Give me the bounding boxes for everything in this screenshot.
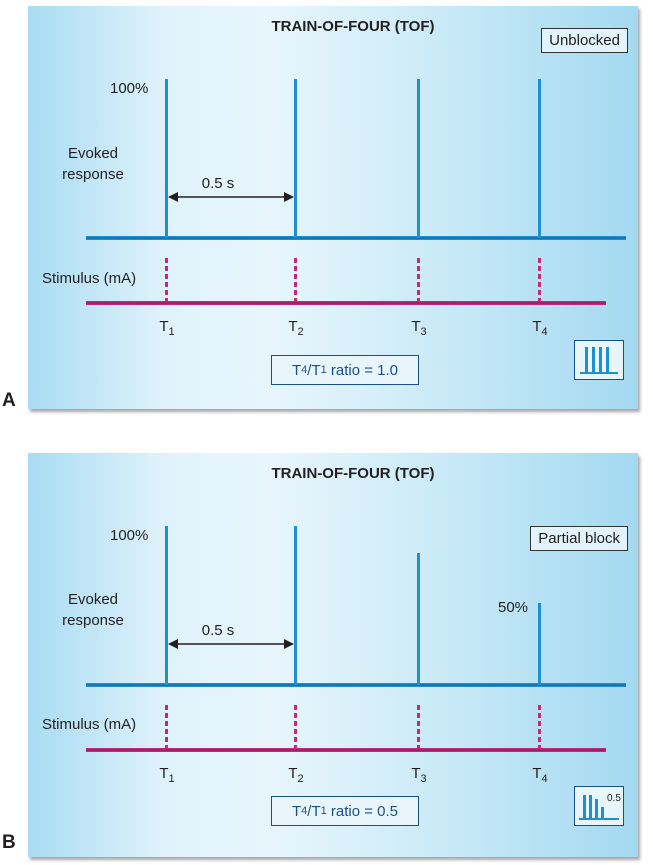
panel-b-partial-block: TRAIN-OF-FOUR (TOF) Partial block 100% E… bbox=[28, 453, 638, 857]
panel-a-tof-icon bbox=[574, 340, 624, 380]
panel-a-plot bbox=[86, 79, 626, 305]
panel-b-evoked-line1: Evoked bbox=[67, 591, 119, 608]
panel-b-tof-icon: 0.5 bbox=[574, 786, 624, 826]
panel-b-50-label: 50% bbox=[498, 599, 529, 616]
panel-b-letter: B bbox=[2, 832, 16, 853]
panel-b-ratio-box: T 4/T 1 ratio = 0.5 bbox=[271, 796, 419, 826]
panel-b-state-box: Partial block bbox=[530, 526, 628, 551]
panel-b-tick-t3: T3 bbox=[411, 765, 427, 785]
panel-b-response-t4 bbox=[538, 603, 541, 685]
panel-b-response-t2 bbox=[294, 526, 297, 685]
panel-a-tick-t2: T2 bbox=[288, 318, 304, 338]
panel-a-evoked-line1: Evoked bbox=[67, 145, 119, 162]
panel-a-response-t1 bbox=[165, 79, 168, 238]
panel-a-interval-label: 0.5 s bbox=[201, 175, 235, 192]
panel-a-tick-t1: T1 bbox=[159, 318, 175, 338]
panel-b-tof-icon-label: 0.5 bbox=[607, 793, 621, 804]
panel-b-response-t1 bbox=[165, 526, 168, 685]
panel-b-plot bbox=[86, 526, 626, 752]
panel-a-state-box: Unblocked bbox=[541, 28, 628, 53]
panel-a-tick-t4: T4 bbox=[532, 318, 548, 338]
panel-b-response-t3 bbox=[417, 553, 420, 685]
panel-b-100-label: 100% bbox=[110, 527, 149, 544]
panel-b-tick-t1: T1 bbox=[159, 765, 175, 785]
panel-a-tick-t3: T3 bbox=[411, 318, 427, 338]
panel-a-stimulus-label: Stimulus (mA) bbox=[42, 270, 137, 287]
panel-a-tof-icon-bars bbox=[580, 347, 618, 374]
panel-b-evoked-line2: response bbox=[62, 612, 124, 629]
panel-a-response-t3 bbox=[417, 79, 420, 238]
panel-b-stimulus-label: Stimulus (mA) bbox=[42, 716, 137, 733]
panel-b-tof-icon-bars: 0.5 bbox=[579, 793, 621, 820]
panel-a-unblocked: TRAIN-OF-FOUR (TOF) Unblocked 100% Evoke… bbox=[28, 6, 638, 409]
panel-b-tick-t4: T4 bbox=[532, 765, 548, 785]
panel-a-100-label: 100% bbox=[110, 80, 149, 97]
panel-a-response-t2 bbox=[294, 79, 297, 238]
panel-a-ratio-box: T 4/T 1 ratio = 1.0 bbox=[271, 355, 419, 385]
panel-a-letter: A bbox=[2, 390, 16, 411]
panel-a-evoked-line2: response bbox=[62, 166, 124, 183]
panel-b-tick-t2: T2 bbox=[288, 765, 304, 785]
panel-a-title: TRAIN-OF-FOUR (TOF) bbox=[271, 18, 435, 35]
panel-a-response-t4 bbox=[538, 79, 541, 238]
panel-b-interval-label: 0.5 s bbox=[201, 622, 235, 639]
panel-b-title: TRAIN-OF-FOUR (TOF) bbox=[271, 465, 435, 482]
